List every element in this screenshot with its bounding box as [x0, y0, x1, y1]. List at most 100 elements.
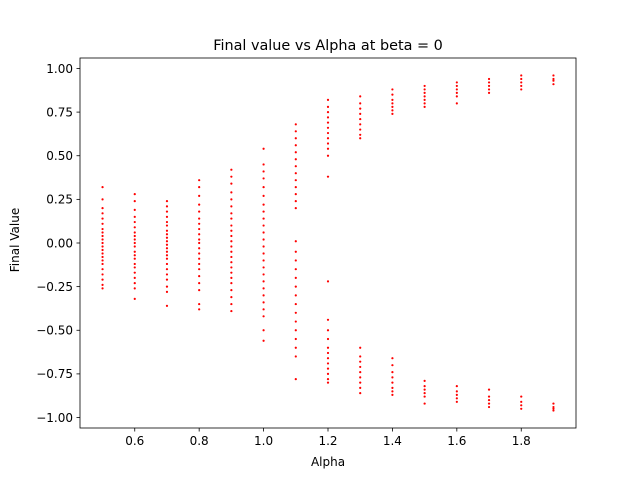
- data-point: [262, 238, 265, 241]
- data-point: [198, 247, 201, 250]
- data-point: [487, 402, 491, 405]
- y-tick-label: −1.00: [36, 411, 73, 425]
- data-point: [552, 74, 555, 77]
- data-point: [391, 371, 394, 374]
- data-point: [294, 206, 297, 210]
- data-point: [326, 378, 330, 381]
- x-tick-label: 1.4: [383, 434, 402, 448]
- data-point: [165, 243, 169, 246]
- data-point: [487, 405, 491, 409]
- data-point: [262, 308, 265, 311]
- data-point: [133, 282, 136, 285]
- data-point: [520, 395, 523, 398]
- data-point: [262, 301, 265, 304]
- data-point: [552, 79, 555, 82]
- data-point: [326, 367, 330, 370]
- data-point: [165, 247, 169, 250]
- data-point: [262, 273, 265, 276]
- data-point: [262, 147, 265, 150]
- x-tick-label: 1.6: [447, 434, 466, 448]
- data-point: [294, 186, 297, 189]
- x-tick-label: 0.8: [190, 434, 209, 448]
- data-point: [520, 407, 523, 410]
- data-point: [262, 231, 265, 234]
- data-point: [262, 266, 265, 269]
- data-point: [133, 241, 136, 245]
- data-point: [455, 81, 458, 84]
- data-point: [133, 234, 136, 238]
- data-point: [359, 123, 362, 126]
- data-point: [487, 398, 491, 402]
- data-point: [101, 241, 104, 245]
- data-point: [294, 158, 297, 161]
- data-point: [487, 395, 491, 398]
- data-point: [198, 179, 201, 182]
- data-point: [165, 224, 169, 227]
- data-point: [262, 163, 265, 166]
- data-point: [455, 95, 458, 98]
- data-point: [198, 203, 201, 206]
- data-point: [359, 371, 362, 374]
- data-point: [101, 262, 104, 266]
- data-point: [165, 262, 169, 266]
- data-point: [133, 245, 136, 248]
- data-point: [262, 339, 265, 342]
- data-point: [326, 147, 330, 150]
- data-point: [165, 290, 169, 293]
- data-point: [101, 222, 104, 225]
- data-point: [423, 95, 426, 98]
- data-point: [455, 84, 458, 88]
- data-point: [230, 240, 233, 243]
- data-point: [165, 210, 169, 213]
- data-point: [326, 337, 330, 341]
- data-point: [423, 402, 426, 405]
- data-point: [294, 165, 297, 168]
- data-point: [101, 238, 104, 241]
- data-point: [165, 273, 169, 276]
- data-point: [101, 248, 104, 252]
- data-point: [294, 320, 297, 323]
- y-tick-label: 1.00: [46, 62, 73, 76]
- data-point: [326, 357, 330, 360]
- data-point: [326, 111, 330, 114]
- data-point: [359, 133, 362, 136]
- data-point: [326, 142, 330, 145]
- data-point: [101, 273, 104, 276]
- data-point: [133, 250, 136, 253]
- data-point: [294, 179, 297, 182]
- data-point: [165, 233, 169, 236]
- data-point: [487, 91, 491, 95]
- data-point: [262, 287, 265, 290]
- data-point: [359, 381, 362, 384]
- data-point: [101, 198, 104, 201]
- data-point: [423, 391, 426, 395]
- data-point: [198, 210, 201, 213]
- data-point: [165, 240, 169, 243]
- data-point: [262, 294, 265, 297]
- data-point: [230, 302, 233, 306]
- data-point: [101, 283, 104, 286]
- data-point: [262, 329, 265, 332]
- data-point: [520, 84, 523, 88]
- data-point: [198, 186, 201, 189]
- data-point: [101, 252, 104, 255]
- data-point: [326, 121, 330, 124]
- data-point: [455, 102, 458, 105]
- data-point: [133, 297, 136, 300]
- data-point: [198, 238, 201, 241]
- data-point: [391, 88, 394, 91]
- data-point: [133, 220, 136, 224]
- data-point: [294, 329, 297, 332]
- data-point: [101, 259, 104, 262]
- x-tick-label: 0.6: [125, 434, 144, 448]
- data-point: [198, 222, 201, 225]
- data-point: [133, 238, 136, 241]
- data-point: [262, 224, 265, 227]
- x-axis-ticks: 0.6 0.8 1.0 1.2 1.4 1.6 1.8: [125, 428, 531, 448]
- data-point: [455, 385, 458, 388]
- x-axis-label: Alpha: [311, 455, 345, 469]
- data-point: [326, 351, 330, 355]
- data-point: [198, 257, 201, 260]
- data-point: [326, 280, 330, 283]
